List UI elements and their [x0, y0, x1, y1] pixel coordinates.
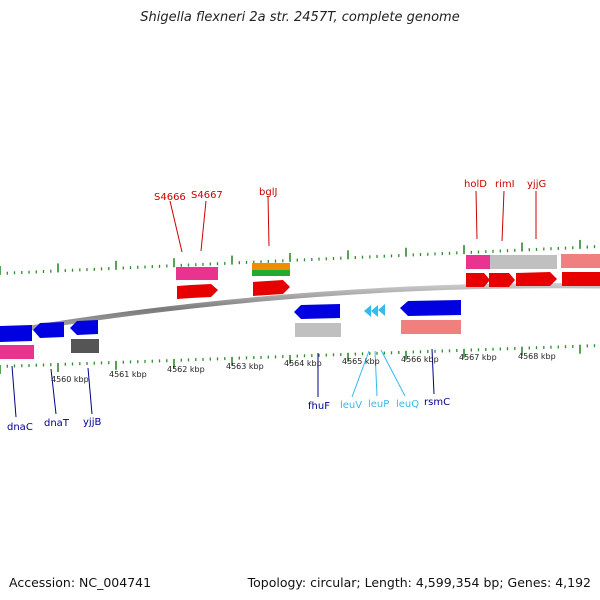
topology-text: Topology: circular; Length: 4,599,354 bp…: [247, 575, 591, 590]
gene-block-dnac[interactable]: [0, 345, 34, 359]
gene-block-rimi[interactable]: [490, 255, 515, 269]
gene-block-edge[interactable]: [561, 254, 600, 268]
cds-arrow-edge[interactable]: [562, 272, 600, 286]
scale-label: 4565 kbp: [342, 357, 380, 366]
cds-arrow-s4666[interactable]: [177, 285, 191, 299]
outer-tick-track: [0, 239, 596, 275]
accession-text: Accession: NC_004741: [9, 575, 152, 590]
gene-block-yjjg[interactable]: [515, 255, 557, 269]
scale-label: 4566 kbp: [401, 355, 439, 364]
label-leup[interactable]: leuP: [368, 399, 389, 410]
scale-label: 4564 kbp: [284, 359, 322, 368]
label-hold[interactable]: holD: [464, 179, 487, 190]
label-s4666[interactable]: S4666: [154, 192, 186, 203]
label-dnac[interactable]: dnaC: [7, 422, 33, 433]
scale-label: 4563 kbp: [226, 362, 264, 371]
label-rsmc[interactable]: rsmC: [424, 397, 450, 408]
label-leuv[interactable]: leuV: [340, 400, 362, 411]
gene-block-s4666[interactable]: [176, 267, 218, 280]
forward-leaders: [169, 190, 537, 253]
scale-label: 4568 kbp: [518, 352, 556, 361]
scale-labels: 4560 kbp 4561 kbp 4562 kbp 4563 kbp 4564…: [51, 352, 556, 384]
cds-arrow-rsmc[interactable]: [400, 300, 461, 316]
trna-leup[interactable]: [371, 305, 378, 317]
inner-tick-track: [0, 344, 596, 374]
reverse-leaders: [11, 348, 435, 418]
label-yjjg[interactable]: yjjG: [527, 179, 546, 190]
cds-arrow-hold[interactable]: [466, 273, 490, 287]
scale-label: 4560 kbp: [51, 375, 89, 384]
label-s4667[interactable]: S4667: [191, 190, 223, 201]
trna-leuq[interactable]: [378, 304, 385, 316]
cds-arrow-rimi[interactable]: [489, 273, 515, 287]
gene-block-fhuf[interactable]: [295, 323, 341, 337]
cds-arrow-s4667[interactable]: [191, 284, 218, 298]
label-bglj[interactable]: bglJ: [259, 187, 277, 198]
gene-block-yjjb[interactable]: [71, 339, 99, 353]
cds-arrow-yjjb[interactable]: [70, 320, 98, 335]
cds-arrow-fhuf[interactable]: [294, 304, 340, 319]
reverse-gene-labels: dnaC dnaT yjjB fhuF rsmC: [7, 397, 450, 433]
cds-arrow-dnac[interactable]: [0, 325, 32, 342]
scale-label: 4567 kbp: [459, 353, 497, 362]
cds-arrow-bglj[interactable]: [253, 280, 290, 296]
trna-leuv[interactable]: [364, 305, 371, 317]
gene-block-rsmc[interactable]: [401, 320, 461, 334]
label-yjjb[interactable]: yjjB: [83, 417, 101, 428]
cds-arrow-dnat[interactable]: [33, 322, 64, 338]
label-rimi[interactable]: rimI: [495, 179, 515, 190]
scale-label: 4562 kbp: [167, 365, 205, 374]
misc-feature-bglj-green[interactable]: [252, 270, 290, 276]
cds-arrow-yjjg[interactable]: [516, 272, 557, 286]
misc-feature-bglj-orange[interactable]: [252, 263, 290, 270]
forward-gene-labels: S4666 S4667 bglJ holD rimI yjjG: [154, 179, 546, 203]
label-fhuf[interactable]: fhuF: [308, 401, 330, 412]
label-dnat[interactable]: dnaT: [44, 418, 70, 429]
scale-label: 4561 kbp: [109, 370, 147, 379]
genome-title: Shigella flexneri 2a str. 2457T, complet…: [140, 10, 460, 25]
label-leuq[interactable]: leuQ: [396, 399, 419, 410]
gene-block-hold[interactable]: [466, 255, 490, 269]
rna-leaders: [351, 349, 406, 398]
rna-gene-labels: leuV leuP leuQ: [340, 399, 419, 411]
